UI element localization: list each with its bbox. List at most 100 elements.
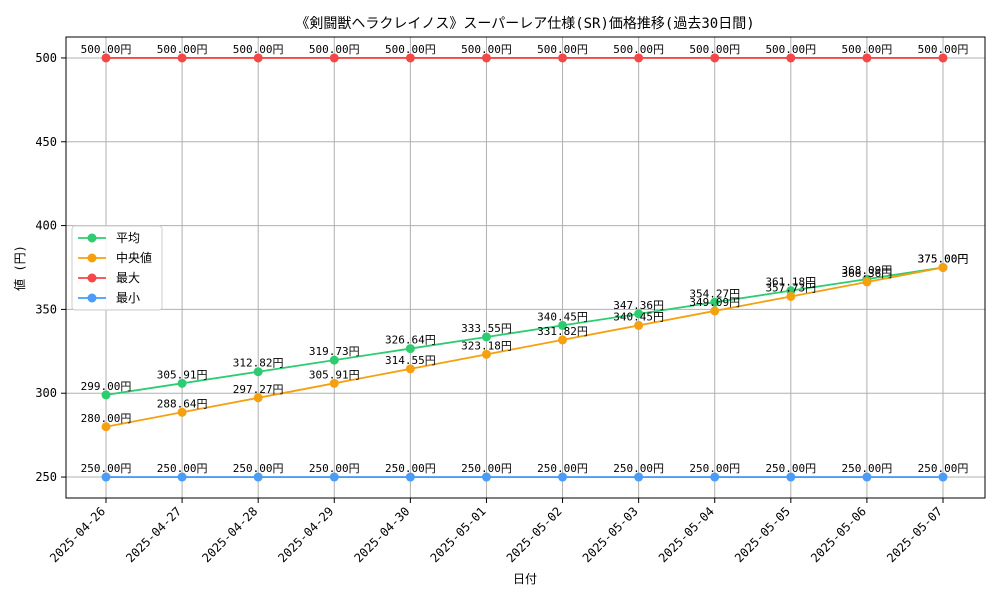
plot-frame xyxy=(65,36,986,499)
x-tick-label: 2025-05-07 xyxy=(884,504,945,565)
data-label: 375.00円 xyxy=(918,253,969,266)
data-label: 331.82円 xyxy=(537,325,588,338)
data-label: 354.27円 xyxy=(689,287,740,300)
legend-label: 平均 xyxy=(116,231,140,245)
data-point xyxy=(558,335,568,345)
legend-swatch-marker xyxy=(87,233,97,243)
y-tick-label: 250 xyxy=(35,470,57,484)
data-label: 250.00円 xyxy=(461,462,512,475)
data-point xyxy=(481,349,491,359)
data-point xyxy=(481,332,491,342)
legend-swatch-marker xyxy=(87,273,97,283)
legend-box xyxy=(71,225,163,311)
x-tick-label: 2025-04-29 xyxy=(275,504,336,565)
data-point xyxy=(634,309,644,319)
data-label: 340.45円 xyxy=(613,310,664,323)
data-label: 375.00円 xyxy=(918,253,969,266)
data-point xyxy=(938,472,948,482)
data-point xyxy=(558,53,568,63)
data-label: 288.64円 xyxy=(157,397,208,410)
data-point xyxy=(862,53,872,63)
data-point xyxy=(329,53,339,63)
data-label: 349.09円 xyxy=(689,296,740,309)
data-label: 297.27円 xyxy=(233,383,284,396)
data-point xyxy=(405,53,415,63)
data-point xyxy=(177,407,187,417)
data-point xyxy=(253,472,263,482)
data-point xyxy=(329,472,339,482)
data-label: 250.00円 xyxy=(157,462,208,475)
data-point xyxy=(938,263,948,272)
series-group xyxy=(101,53,948,482)
data-label: 500.00円 xyxy=(233,43,284,56)
data-point xyxy=(710,53,720,63)
data-label: 500.00円 xyxy=(157,43,208,56)
data-label: 500.00円 xyxy=(842,43,893,56)
data-label: 500.00円 xyxy=(309,43,360,56)
data-point xyxy=(481,53,491,63)
data-label: 333.55円 xyxy=(461,322,512,335)
y-axis-label: 値 (円) xyxy=(12,245,27,291)
data-point xyxy=(405,364,415,374)
data-label: 305.91円 xyxy=(309,368,360,381)
data-point xyxy=(786,53,796,63)
x-tick-label: 2025-05-03 xyxy=(580,504,641,565)
y-tick-label: 400 xyxy=(35,219,57,233)
data-label: 314.55円 xyxy=(385,354,436,367)
data-label: 500.00円 xyxy=(385,43,436,56)
data-label: 500.00円 xyxy=(765,43,816,56)
data-point xyxy=(253,53,263,63)
data-label: 500.00円 xyxy=(918,43,969,56)
data-point xyxy=(101,53,111,63)
data-point xyxy=(405,344,415,354)
data-label: 250.00円 xyxy=(385,462,436,475)
data-label: 250.00円 xyxy=(842,462,893,475)
y-tick-label: 300 xyxy=(35,386,57,400)
x-tick-label: 2025-05-02 xyxy=(504,504,565,565)
legend-label: 中央値 xyxy=(116,250,152,265)
x-tick-label: 2025-04-28 xyxy=(199,504,260,565)
y-tick-label: 450 xyxy=(35,135,57,149)
legend-label: 最小 xyxy=(116,291,140,305)
data-label: 280.00円 xyxy=(81,412,132,425)
data-point xyxy=(329,355,339,365)
data-point xyxy=(253,367,263,377)
data-label: 250.00円 xyxy=(233,462,284,475)
data-point xyxy=(634,320,644,330)
x-tick-label: 2025-04-26 xyxy=(47,504,108,565)
data-point xyxy=(481,472,491,482)
x-tick-label: 2025-05-05 xyxy=(732,504,793,565)
data-point xyxy=(710,306,720,316)
data-point xyxy=(786,472,796,482)
data-point xyxy=(862,277,872,287)
data-label: 319.73円 xyxy=(309,345,360,358)
data-label: 299.00円 xyxy=(81,380,132,393)
data-point xyxy=(101,390,111,400)
legend-swatch-marker xyxy=(87,293,97,303)
axes: 2025-04-26 2025-04-27 2025-04-28 2025-04-29… xyxy=(35,51,945,565)
data-label: 366.36円 xyxy=(842,267,893,280)
data-label: 250.00円 xyxy=(309,462,360,475)
data-point xyxy=(253,393,263,403)
data-point xyxy=(786,291,796,301)
data-label: 500.00円 xyxy=(81,43,132,56)
x-tick-label: 2025-05-01 xyxy=(428,504,489,565)
data-point xyxy=(710,297,720,307)
data-label: 250.00円 xyxy=(537,462,588,475)
legend-swatch-marker xyxy=(87,253,97,263)
y-tick-label: 350 xyxy=(35,302,57,316)
data-label: 250.00円 xyxy=(918,462,969,475)
data-label: 340.45円 xyxy=(537,310,588,323)
data-label: 361.18円 xyxy=(765,276,816,289)
data-label: 500.00円 xyxy=(537,43,588,56)
data-point xyxy=(101,472,111,482)
data-point xyxy=(558,472,568,482)
x-axis-label: 日付 xyxy=(513,572,537,586)
data-label: 500.00円 xyxy=(461,43,512,56)
data-point xyxy=(938,53,948,63)
series-line xyxy=(105,266,944,396)
data-label: 250.00円 xyxy=(689,462,740,475)
